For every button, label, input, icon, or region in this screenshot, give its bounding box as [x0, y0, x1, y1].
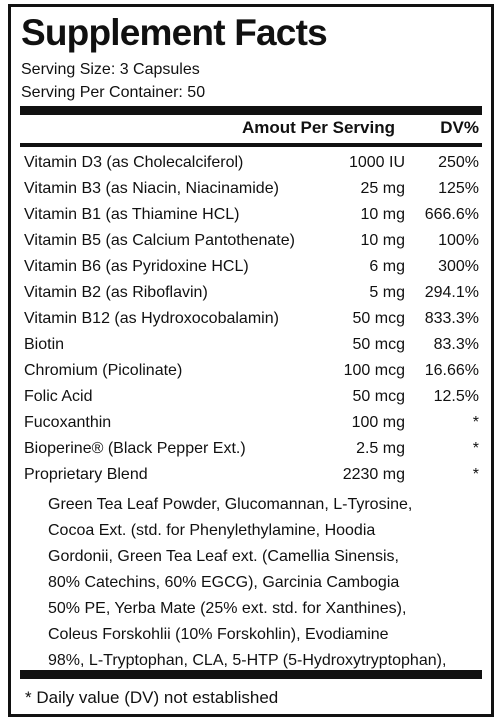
ingredient-amount: 2.5 mg	[356, 440, 405, 457]
ingredient-dv: 666.6%	[424, 206, 479, 223]
ingredient-amount: 50 mcg	[352, 336, 405, 353]
ingredient-row: Proprietary Blend 2230 mg *	[21, 462, 479, 488]
ingredient-amount: 50 mcg	[352, 388, 405, 405]
servings-per-container: Serving Per Container: 50	[21, 84, 206, 101]
ingredient-name: Vitamin B6 (as Pyridoxine HCL)	[24, 258, 249, 275]
ingredient-amount: 50 mcg	[352, 310, 405, 327]
blend-line: 80% Catechins, 60% EGCG), Garcinia Cambo…	[48, 574, 400, 591]
blend-line: Cocoa Ext. (std. for Phenylethylamine, H…	[48, 522, 376, 539]
blend-line: Gordonii, Green Tea Leaf ext. (Camellia …	[48, 548, 399, 565]
ingredient-amount: 1000 IU	[348, 154, 405, 171]
thick-divider-bottom	[20, 670, 482, 679]
ingredient-amount: 25 mg	[360, 180, 405, 197]
ingredient-row: Folic Acid 50 mcg 12.5%	[21, 384, 479, 410]
ingredient-dv: 250%	[438, 154, 479, 171]
ingredient-amount: 5 mg	[369, 284, 405, 301]
ingredient-dv: *	[472, 440, 479, 457]
ingredient-row: Fucoxanthin 100 mg *	[21, 410, 479, 436]
ingredient-amount: 2230 mg	[342, 466, 405, 483]
thick-divider-top	[20, 106, 482, 115]
ingredient-dv: 16.66%	[424, 362, 479, 379]
column-header-row: Amout Per Serving DV%	[21, 114, 479, 142]
ingredient-amount: 10 mg	[360, 232, 405, 249]
blend-line: 50% PE, Yerba Mate (25% ext. std. for Xa…	[48, 600, 407, 617]
ingredient-amount: 100 mcg	[343, 362, 405, 379]
ingredient-name: Vitamin D3 (as Cholecalciferol)	[24, 154, 244, 171]
header-dv: DV%	[440, 118, 479, 137]
ingredient-dv: 12.5%	[433, 388, 479, 405]
ingredient-amount: 10 mg	[360, 206, 405, 223]
ingredient-row: Vitamin B12 (as Hydroxocobalamin) 50 mcg 8…	[21, 306, 479, 332]
footnote: * Daily value (DV) not established	[25, 688, 279, 707]
ingredient-dv: 125%	[438, 180, 479, 197]
ingredient-dv: 294.1%	[424, 284, 479, 301]
ingredient-name: Chromium (Picolinate)	[24, 362, 183, 379]
ingredient-amount: 100 mg	[351, 414, 405, 431]
ingredient-row: Biotin 50 mcg 83.3%	[21, 332, 479, 358]
ingredient-amount: 6 mg	[369, 258, 405, 275]
ingredient-name: Vitamin B2 (as Riboflavin)	[24, 284, 208, 301]
ingredient-name: Vitamin B5 (as Calcium Pantothenate)	[24, 232, 295, 249]
ingredient-name: Bioperine® (Black Pepper Ext.)	[24, 440, 246, 457]
ingredient-dv: 100%	[438, 232, 479, 249]
ingredient-row: Chromium (Picolinate) 100 mcg 16.66%	[21, 358, 479, 384]
ingredient-row: Vitamin D3 (as Cholecalciferol) 1000 IU 25…	[21, 150, 479, 176]
proprietary-blend-ingredients: Green Tea Leaf Powder, Glucomannan, L-Ty…	[48, 492, 478, 674]
ingredient-row: Vitamin B3 (as Niacin, Niacinamide) 25 mg…	[21, 176, 479, 202]
ingredient-row: Bioperine® (Black Pepper Ext.) 2.5 mg *	[21, 436, 479, 462]
supplement-facts-panel: Supplement Facts Serving Size: 3 Capsule…	[8, 4, 494, 717]
header-amount: Amout Per Serving	[241, 118, 395, 137]
ingredient-name: Folic Acid	[24, 388, 93, 405]
blend-line: Green Tea Leaf Powder, Glucomannan, L-Ty…	[48, 496, 413, 513]
ingredient-name: Vitamin B1 (as Thiamine HCL)	[24, 206, 240, 223]
ingredient-name: Vitamin B12 (as Hydroxocobalamin)	[24, 310, 279, 327]
ingredient-dv: 300%	[438, 258, 479, 275]
serving-size: Serving Size: 3 Capsules	[21, 61, 200, 78]
ingredient-row: Vitamin B6 (as Pyridoxine HCL) 6 mg 300%	[21, 254, 479, 280]
ingredient-name: Vitamin B3 (as Niacin, Niacinamide)	[24, 180, 279, 197]
ingredient-dv: *	[472, 414, 479, 431]
ingredient-dv: 833.3%	[424, 310, 479, 327]
ingredient-name: Fucoxanthin	[24, 414, 112, 431]
ingredient-dv: 83.3%	[433, 336, 479, 353]
blend-line: Coleus Forskohlii (10% Forskohlin), Evod…	[48, 626, 389, 643]
ingredient-name: Proprietary Blend	[24, 466, 148, 483]
ingredient-name: Biotin	[24, 336, 65, 353]
header-divider	[20, 143, 482, 147]
ingredient-row: Vitamin B5 (as Calcium Pantothenate) 10 m…	[21, 228, 479, 254]
ingredient-list: Vitamin D3 (as Cholecalciferol) 1000 IU 25…	[21, 150, 479, 488]
panel-title: Supplement Facts	[21, 12, 328, 53]
ingredient-dv: *	[472, 466, 479, 483]
blend-line: 98%, L-Tryptophan, CLA, 5-HTP (5-Hydroxy…	[48, 652, 447, 669]
ingredient-row: Vitamin B2 (as Riboflavin) 5 mg 294.1%	[21, 280, 479, 306]
ingredient-row: Vitamin B1 (as Thiamine HCL) 10 mg 666.6%	[21, 202, 479, 228]
